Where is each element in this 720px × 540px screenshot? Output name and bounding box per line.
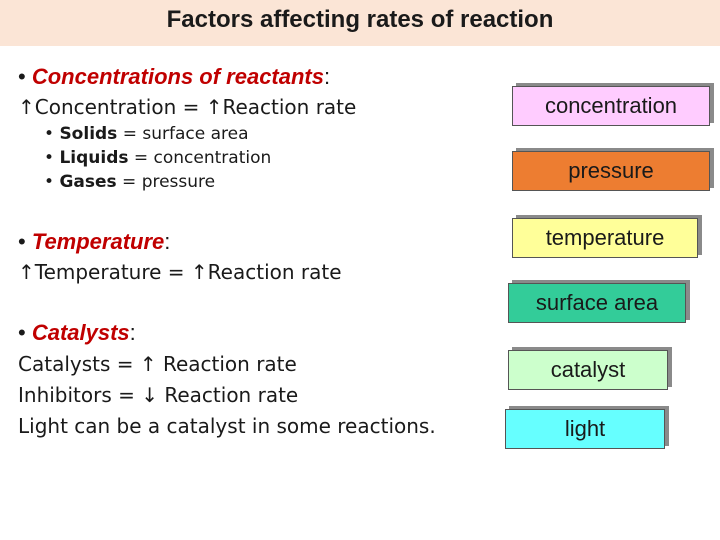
light-line: Light can be a catalyst in some reaction… <box>18 414 436 438</box>
concentration-rule: ↑Concentration = ↑Reaction rate <box>18 95 357 119</box>
title-bar <box>0 0 720 46</box>
factor-box-surface-area: surface area <box>508 283 686 323</box>
page-title: Factors affecting rates of reaction <box>166 6 554 33</box>
factor-box-temperature: temperature <box>512 218 698 258</box>
sub-item-term: Gases <box>59 172 117 192</box>
heading-text: Temperature <box>31 229 165 254</box>
colon: : <box>164 229 171 254</box>
catalysts-heading: • Catalysts: <box>18 320 136 346</box>
sub-item-solids: • Solids = surface area <box>44 124 249 144</box>
bullet: • <box>18 64 26 89</box>
sub-item-liquids: • Liquids = concentration <box>44 148 271 168</box>
bullet: • <box>44 148 55 168</box>
bullet: • <box>18 229 26 254</box>
sub-item-rest: = concentration <box>128 148 272 168</box>
sub-item-rest: = pressure <box>116 172 216 192</box>
sub-item-term: Solids <box>59 124 118 144</box>
sub-item-rest: = surface area <box>117 124 249 144</box>
heading-text: Catalysts <box>31 320 130 345</box>
bullet: • <box>44 172 55 192</box>
factor-box-catalyst: catalyst <box>508 350 668 390</box>
inhibitors-line: Inhibitors = ↓ Reaction rate <box>18 383 299 407</box>
catalysts-line: Catalysts = ↑ Reaction rate <box>18 352 297 376</box>
bullet: • <box>44 124 55 144</box>
colon: : <box>324 64 331 89</box>
factor-box-concentration: concentration <box>512 86 710 126</box>
temperature-heading: • Temperature: <box>18 229 170 255</box>
sub-item-term: Liquids <box>59 148 129 168</box>
factor-box-pressure: pressure <box>512 151 710 191</box>
heading-text: Concentrations of reactants <box>31 64 324 89</box>
colon: : <box>129 320 136 345</box>
concentrations-heading: • Concentrations of reactants: <box>18 64 330 90</box>
temperature-rule: ↑Temperature = ↑Reaction rate <box>18 260 342 284</box>
factor-box-light: light <box>505 409 665 449</box>
bullet: • <box>18 320 26 345</box>
sub-item-gases: • Gases = pressure <box>44 172 215 192</box>
